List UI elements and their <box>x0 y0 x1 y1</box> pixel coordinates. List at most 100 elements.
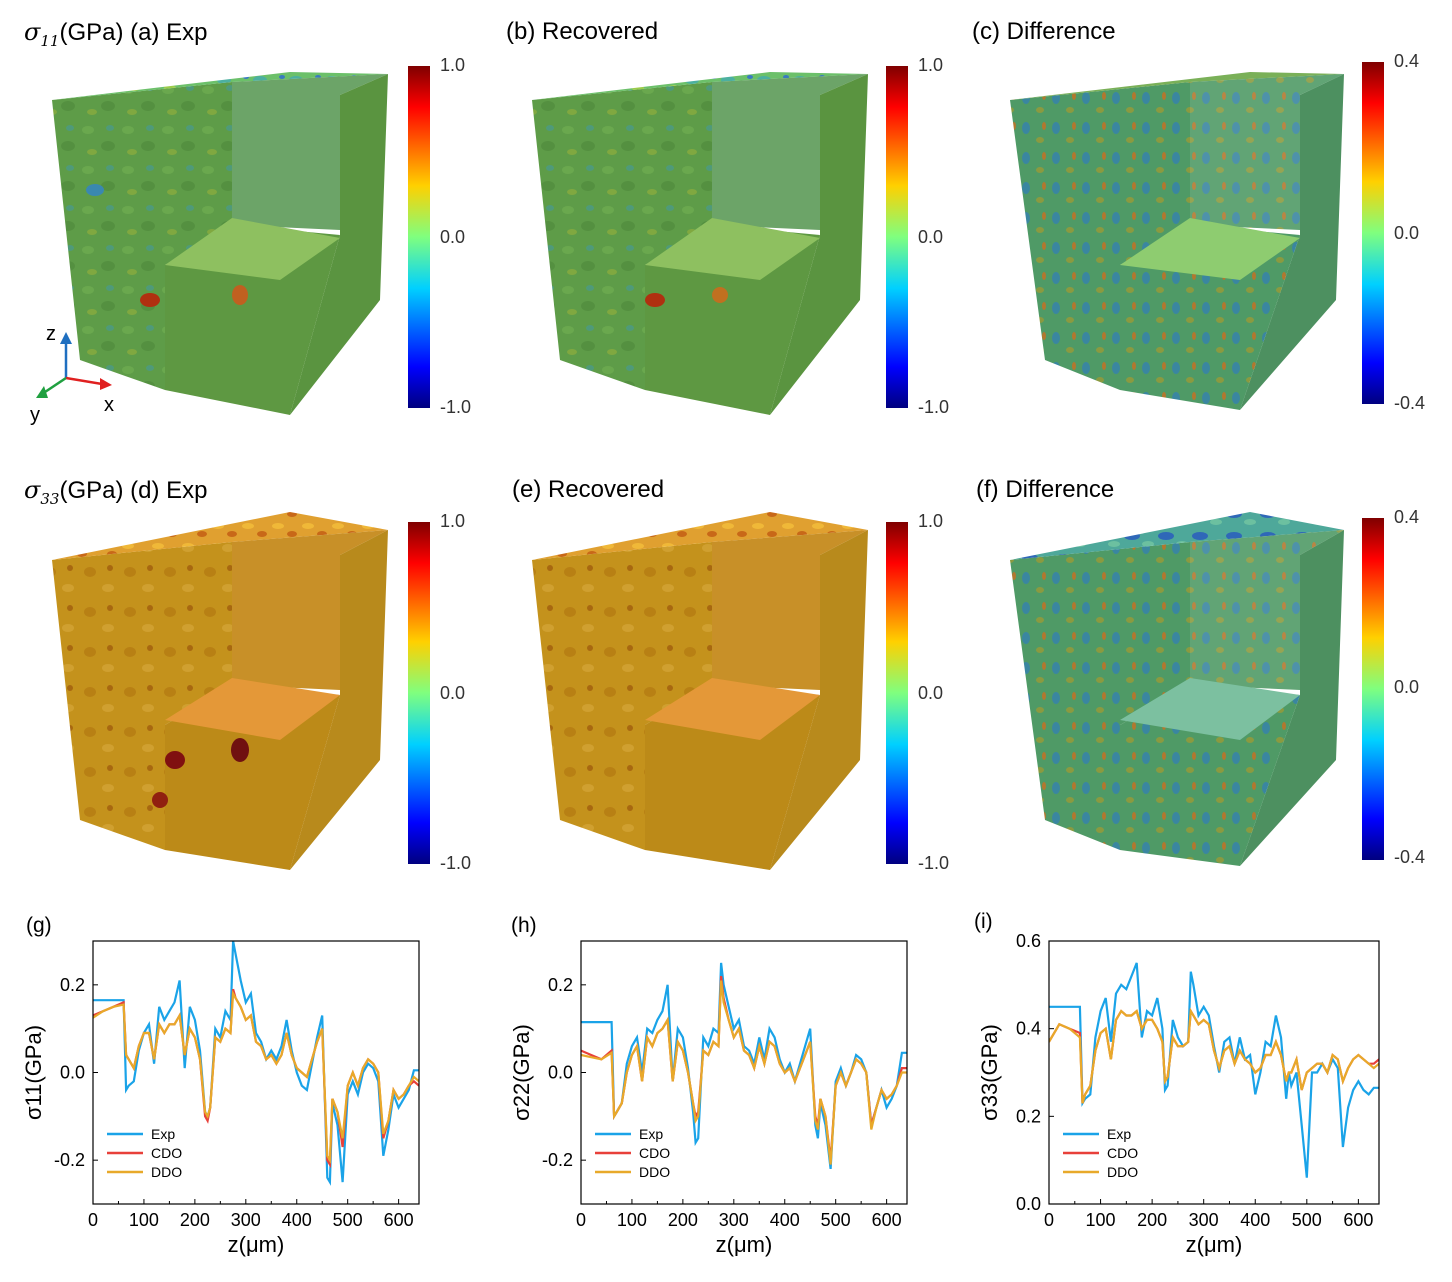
colorbar-d <box>408 522 430 864</box>
x-tick-label: 200 <box>1137 1210 1167 1230</box>
colorbar-d-mid: 0.0 <box>440 683 466 703</box>
cube-render-e <box>532 512 868 870</box>
triad-z-label: z <box>46 323 56 345</box>
y-tick-label: 0.0 <box>548 1063 573 1083</box>
plot-frame <box>92 940 420 1205</box>
y-tick-label: -0.2 <box>542 1150 573 1170</box>
y-tick-label: -0.2 <box>54 1150 85 1170</box>
x-axis-label: z(μm) <box>716 1232 773 1257</box>
chart-h-label: (h) <box>511 914 537 937</box>
plot-frame <box>1048 940 1380 1205</box>
x-tick-label: 400 <box>282 1210 312 1230</box>
colorbar-c <box>1362 62 1384 404</box>
cube-render-d <box>52 512 388 870</box>
caption-b: (b) Recovered <box>506 18 659 45</box>
x-tick-label: 400 <box>770 1210 800 1230</box>
x-tick-label: 200 <box>180 1210 210 1230</box>
plot-frame <box>580 940 908 1205</box>
cube-render-b <box>532 72 868 415</box>
y-tick-label: 0.4 <box>1016 1019 1041 1039</box>
triad-x-label: x <box>104 394 114 416</box>
axis-triad <box>36 332 112 398</box>
x-tick-label: 100 <box>617 1210 647 1230</box>
y-tick-label: 0.2 <box>1016 1106 1041 1126</box>
x-tick-label: 600 <box>1343 1210 1373 1230</box>
x-axis-label: z(μm) <box>1186 1232 1243 1257</box>
sigma-symbol: σ <box>24 476 41 504</box>
x-tick-label: 300 <box>719 1210 749 1230</box>
x-tick-label: 500 <box>821 1210 851 1230</box>
x-tick-label: 0 <box>1044 1210 1054 1230</box>
colorbar-b-min: -1.0 <box>918 397 950 417</box>
triad-y-label: y <box>30 404 40 426</box>
x-tick-label: 0 <box>88 1210 98 1230</box>
legend-label-cdo: CDO <box>151 1145 182 1161</box>
colorbar-b-mid: 0.0 <box>918 227 944 247</box>
colorbar-a-min: -1.0 <box>440 397 472 417</box>
series-line-exp <box>93 941 419 1186</box>
cube-render-f <box>1010 512 1344 866</box>
legend-label-cdo: CDO <box>639 1145 670 1161</box>
legend-label-ddo: DDO <box>639 1164 670 1180</box>
caption-e: (e) Recovered <box>512 476 665 503</box>
chart-i: 0 100 200 300 400 500 600 0.6 0.4 0.2 0.0 z(μm) σ33(… <box>977 931 1380 1257</box>
x-tick-label: 200 <box>668 1210 698 1230</box>
colorbar-e-mid: 0.0 <box>918 683 944 703</box>
caption-a: σ11(GPa) (a) Exp <box>24 18 208 50</box>
chart-g-label: (g) <box>26 914 52 937</box>
colorbar-f-min: -0.4 <box>1394 847 1426 867</box>
legend-label-cdo: CDO <box>1107 1145 1138 1161</box>
cube-render-a <box>52 72 388 415</box>
colorbar-b <box>886 66 908 408</box>
y-axis-label: σ22(GPa) <box>509 1024 534 1121</box>
series-line-ddo <box>93 989 419 1164</box>
series-line-cdo <box>93 988 419 1169</box>
colorbar-f <box>1362 518 1384 860</box>
y-tick-label: 0.6 <box>1016 931 1041 951</box>
legend-label-ddo: DDO <box>151 1164 182 1180</box>
series-line-ddo <box>581 980 907 1165</box>
colorbar-e-max: 1.0 <box>918 511 944 531</box>
chart-g: 0 100 200 300 400 500 600 0.2 0.0 -0.2 z(μm) σ11(GP… <box>21 940 420 1257</box>
colorbar-a-max: 1.0 <box>440 55 466 75</box>
colorbar-c-min: -0.4 <box>1394 393 1426 413</box>
colorbar-a-mid: 0.0 <box>440 227 466 247</box>
caption-f: (f) Difference <box>976 476 1115 503</box>
legend-label-exp: Exp <box>1107 1126 1131 1142</box>
x-tick-label: 100 <box>129 1210 159 1230</box>
series-line-exp <box>1049 962 1379 1178</box>
chart-h: 0 100 200 300 400 500 600 0.2 0.0 -0.2 z(μm) σ22(GP… <box>509 940 908 1257</box>
colorbar-a <box>408 66 430 408</box>
y-axis-label: σ11(GPa) <box>21 1025 46 1120</box>
series-line-cdo <box>581 975 907 1161</box>
colorbar-d-min: -1.0 <box>440 853 472 873</box>
x-tick-label: 500 <box>333 1210 363 1230</box>
colorbar-d-max: 1.0 <box>440 511 466 531</box>
x-tick-label: 400 <box>1240 1210 1270 1230</box>
x-tick-label: 0 <box>576 1210 586 1230</box>
colorbar-b-max: 1.0 <box>918 55 944 75</box>
caption-c: (c) Difference <box>972 18 1116 45</box>
x-tick-label: 500 <box>1292 1210 1322 1230</box>
legend-label-exp: Exp <box>151 1126 175 1142</box>
colorbar-e-min: -1.0 <box>918 853 950 873</box>
legend-label-exp: Exp <box>639 1126 663 1142</box>
x-tick-label: 600 <box>384 1210 414 1230</box>
cube-render-c <box>1010 72 1344 410</box>
y-tick-label: 0.0 <box>1016 1194 1041 1214</box>
y-tick-label: 0.2 <box>60 975 85 995</box>
y-tick-label: 0.2 <box>548 975 573 995</box>
chart-i-label: (i) <box>974 910 993 933</box>
x-tick-label: 600 <box>872 1210 902 1230</box>
x-tick-label: 300 <box>231 1210 261 1230</box>
sigma-symbol: σ <box>24 18 41 46</box>
x-tick-label: 100 <box>1086 1210 1116 1230</box>
colorbar-f-max: 0.4 <box>1394 507 1420 527</box>
x-tick-label: 300 <box>1189 1210 1219 1230</box>
y-tick-label: 0.0 <box>60 1063 85 1083</box>
y-axis-label: σ33(GPa) <box>977 1024 1002 1121</box>
series-line-ddo <box>1049 1007 1379 1104</box>
colorbar-c-max: 0.4 <box>1394 51 1420 71</box>
series-line-exp <box>581 962 907 1170</box>
colorbar-f-mid: 0.0 <box>1394 677 1420 697</box>
